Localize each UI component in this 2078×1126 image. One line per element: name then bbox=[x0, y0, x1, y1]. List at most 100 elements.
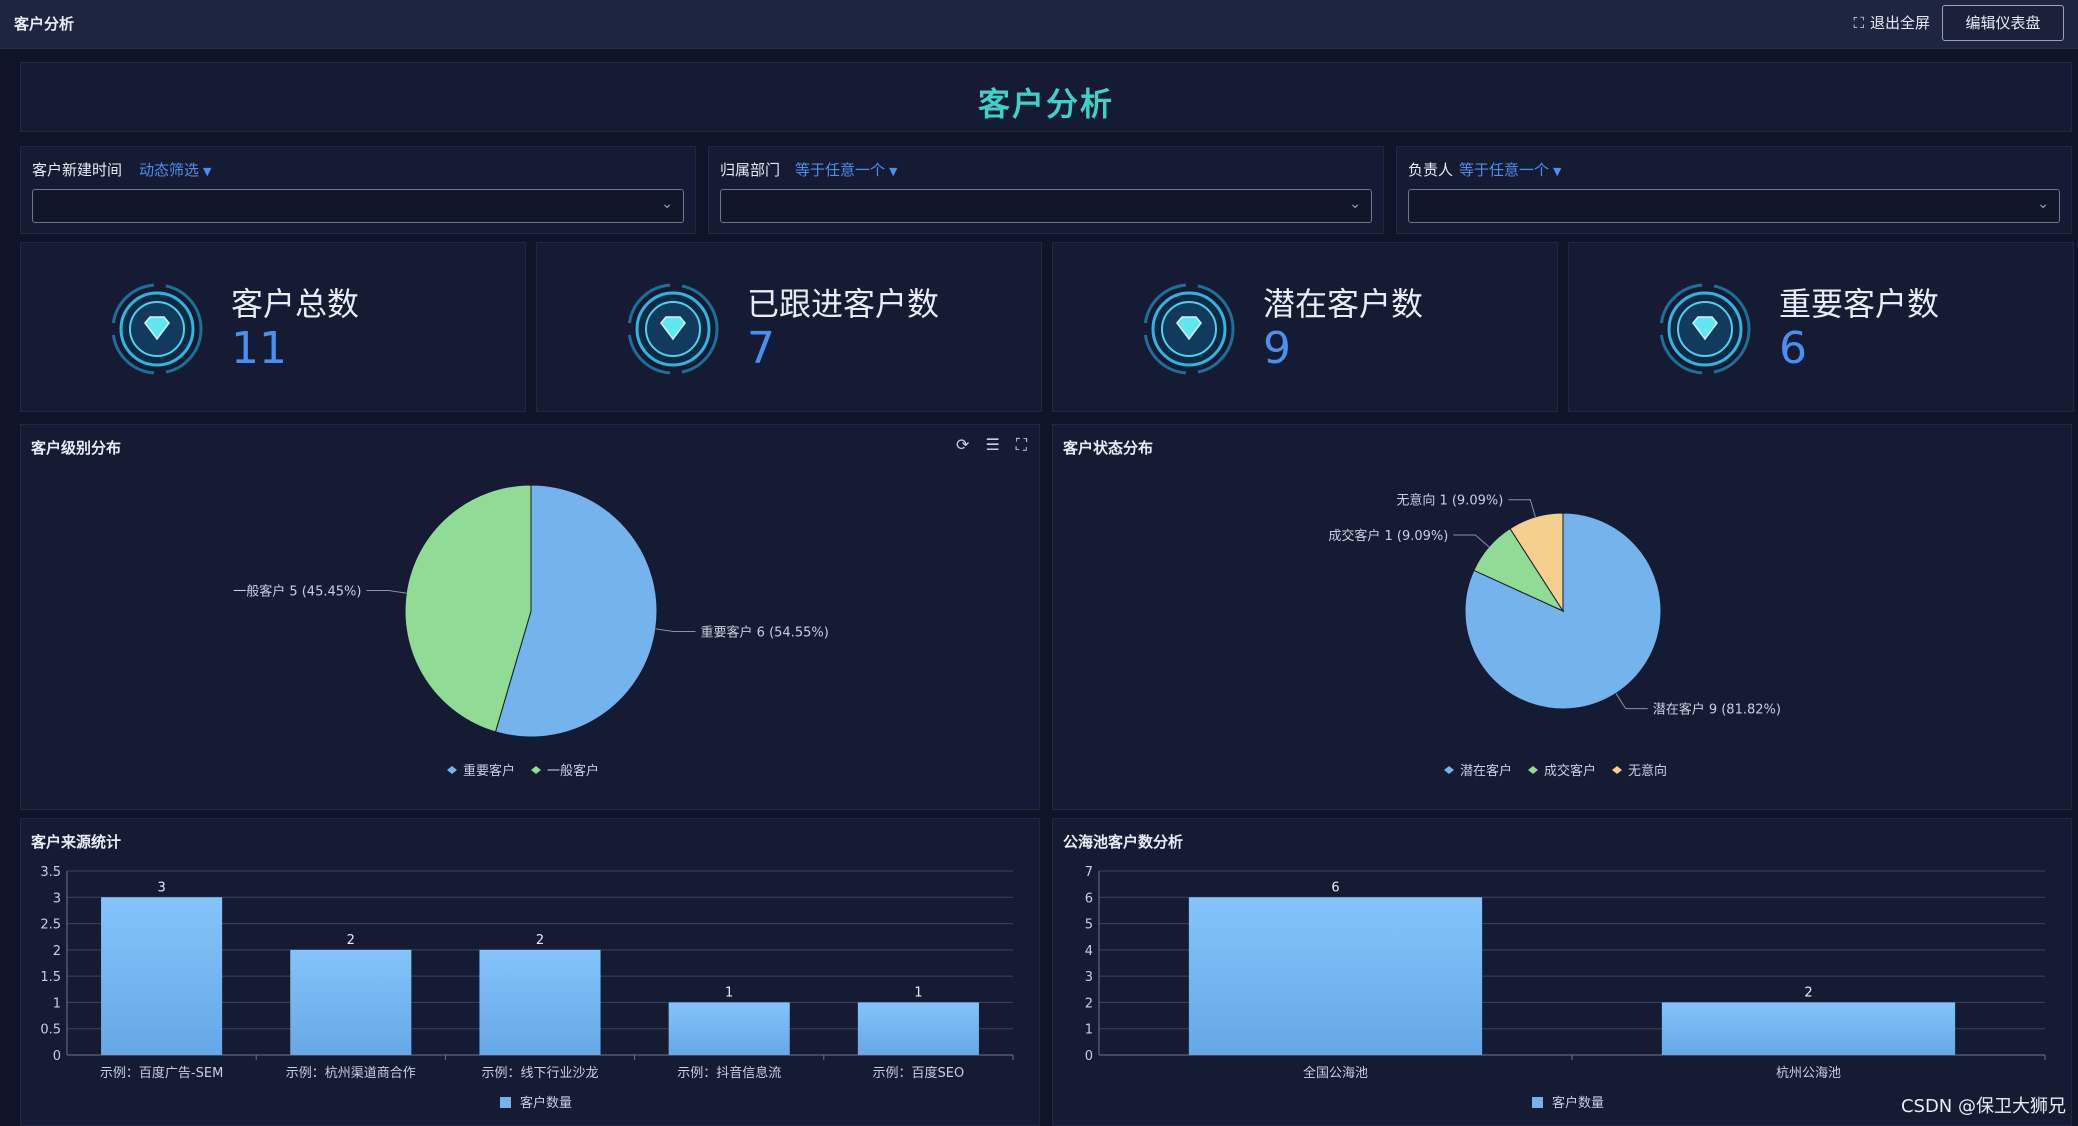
legend-marker bbox=[1532, 1097, 1543, 1108]
y-tick-label: 3 bbox=[1085, 970, 1093, 985]
filter-owner: 负责人 等于任意一个 ▼ ⌄ bbox=[1396, 146, 2072, 234]
y-tick-label: 1 bbox=[1085, 1023, 1093, 1038]
filter-label: 负责人 bbox=[1408, 161, 1454, 179]
dashboard-title: 客户分析 bbox=[977, 85, 1114, 123]
filter-mode-dropdown[interactable]: 等于任意一个 ▼ bbox=[795, 159, 897, 180]
pie-slice bbox=[1509, 512, 1564, 613]
chart-panel-status: 客户状态分布 潜在客户 9 (81.82%) 成交客户 1 (9.09%) 无意向 … bbox=[1052, 424, 2072, 810]
kpi-card-total: 客户总数 11 bbox=[20, 242, 526, 412]
filter-select[interactable]: ⌄ bbox=[1408, 189, 2060, 223]
y-tick-label: 5 bbox=[1085, 918, 1093, 933]
filter-mode-dropdown[interactable]: 动态筛选 ▼ bbox=[139, 159, 211, 180]
diamond-icon bbox=[1659, 283, 1751, 375]
sort-icon[interactable]: ☰ bbox=[985, 435, 1000, 454]
chart-title: 客户级别分布 bbox=[31, 439, 122, 457]
filter-mode-label: 等于任意一个 bbox=[795, 161, 886, 179]
y-tick-label: 2 bbox=[1085, 996, 1093, 1011]
kpi-card-followed: 已跟进客户数 7 bbox=[536, 242, 1042, 412]
exit-fullscreen-button[interactable]: ⛶ 退出全屏 bbox=[1853, 12, 1930, 33]
y-tick-label: 1.5 bbox=[40, 970, 61, 985]
chart-title: 客户状态分布 bbox=[1063, 439, 1154, 457]
bar-chart-source: 0 0.5 1 1.5 2 2.5 3 3.5 3 示例：百度广告-SEM 2 示例：杭州渠道商合作 2… bbox=[40, 865, 1014, 1111]
filter-created-time: 客户新建时间 动态筛选 ▼ ⌄ bbox=[20, 146, 696, 234]
legend-label: 客户数量 bbox=[520, 1095, 572, 1111]
legend-marker bbox=[500, 1097, 511, 1108]
bar bbox=[1188, 897, 1483, 1055]
kpi-value: 9 bbox=[1263, 323, 1291, 374]
kpi-value: 7 bbox=[747, 323, 775, 374]
top-bar: 客户分析 ⛶ 退出全屏 编辑仪表盘 bbox=[0, 0, 2078, 49]
filter-mode-dropdown[interactable]: 等于任意一个 ▼ bbox=[1459, 159, 1561, 180]
y-tick-label: 0 bbox=[1085, 1049, 1093, 1064]
chart-title: 公海池客户数分析 bbox=[1063, 833, 1184, 851]
pie-leader-line bbox=[655, 628, 696, 632]
filter-label: 归属部门 bbox=[720, 161, 781, 179]
dashboard-header: 客户分析 bbox=[20, 62, 2072, 132]
y-tick-label: 3.5 bbox=[40, 865, 61, 880]
diamond-icon bbox=[111, 283, 203, 375]
bar bbox=[857, 1002, 979, 1055]
filter-select[interactable]: ⌄ bbox=[720, 189, 1372, 223]
y-tick-label: 1 bbox=[53, 996, 61, 1011]
kpi-value: 6 bbox=[1779, 323, 1807, 374]
filter-mode-label: 动态筛选 bbox=[139, 161, 200, 179]
chart-panel-pool: 公海池客户数分析 0 1 2 3 4 5 6 7 6 全国公海池 2 杭州公海池 客户数量 bbox=[1052, 818, 2072, 1126]
bar bbox=[101, 897, 223, 1055]
kpi-label: 潜在客户数 bbox=[1263, 285, 1424, 323]
fullscreen-icon[interactable]: ⛶ bbox=[1015, 435, 1027, 454]
kpi-label: 重要客户数 bbox=[1779, 285, 1940, 323]
refresh-icon[interactable]: ⟳ bbox=[956, 435, 970, 454]
pie-slice-label: 潜在客户 9 (81.82%) bbox=[1653, 702, 1781, 718]
bar bbox=[290, 949, 412, 1055]
bar-value-label: 6 bbox=[1331, 880, 1339, 895]
pie-slice bbox=[494, 484, 658, 738]
chart-panel-level: 客户级别分布 ⟳ ☰ ⛶ 重要客户 6 (54.55%) 一般客户 5 (45.4… bbox=[20, 424, 1040, 810]
watermark: CSDN @保卫大狮兄 bbox=[1900, 1096, 2066, 1117]
legend-marker bbox=[1612, 766, 1622, 774]
pie-leader-line bbox=[1453, 534, 1490, 548]
bar bbox=[479, 949, 601, 1055]
chevron-down-icon: ⌄ bbox=[1349, 196, 1361, 212]
bar-value-label: 3 bbox=[157, 880, 165, 895]
bar-value-label: 1 bbox=[914, 985, 922, 1000]
y-tick-label: 6 bbox=[1085, 891, 1093, 906]
chart-title: 客户来源统计 bbox=[31, 833, 122, 851]
filter-select[interactable]: ⌄ bbox=[32, 189, 684, 223]
legend-marker bbox=[1444, 766, 1454, 774]
filter-mode-label: 等于任意一个 bbox=[1459, 161, 1550, 179]
pie-slice-label: 无意向 1 (9.09%) bbox=[1396, 493, 1503, 509]
caret-down-icon: ▼ bbox=[203, 165, 212, 178]
legend-label: 成交客户 bbox=[1544, 763, 1596, 779]
chart-panel-source: 客户来源统计 0 0.5 1 1.5 2 2.5 3 3.5 3 示例：百度广告-SEM 2 示例：杭… bbox=[20, 818, 1040, 1126]
legend-label: 客户数量 bbox=[1552, 1095, 1604, 1111]
x-tick-label: 全国公海池 bbox=[1303, 1065, 1368, 1081]
legend-label: 潜在客户 bbox=[1460, 763, 1512, 779]
filter-label: 客户新建时间 bbox=[32, 161, 123, 179]
diamond-icon bbox=[627, 283, 719, 375]
kpi-label: 客户总数 bbox=[231, 285, 360, 323]
kpi-card-important: 重要客户数 6 bbox=[1568, 242, 2074, 412]
pie-slice-label: 一般客户 5 (45.45%) bbox=[233, 584, 361, 600]
kpi-card-potential: 潜在客户数 9 bbox=[1052, 242, 1558, 412]
chevron-down-icon: ⌄ bbox=[661, 196, 673, 212]
legend-label: 一般客户 bbox=[547, 763, 599, 779]
kpi-value: 11 bbox=[231, 323, 287, 374]
chevron-down-icon: ⌄ bbox=[2037, 196, 2049, 212]
pie-slice-label: 成交客户 1 (9.09%) bbox=[1328, 528, 1448, 544]
pie-slice-label: 重要客户 6 (54.55%) bbox=[701, 624, 829, 640]
bar bbox=[668, 1002, 790, 1055]
x-tick-label: 示例：线下行业沙龙 bbox=[481, 1066, 598, 1081]
pie-leader-line bbox=[1508, 499, 1536, 518]
bar-value-label: 1 bbox=[725, 985, 733, 1000]
x-tick-label: 示例：杭州渠道商合作 bbox=[286, 1066, 416, 1081]
bar-value-label: 2 bbox=[347, 933, 355, 948]
edit-dashboard-button[interactable]: 编辑仪表盘 bbox=[1942, 5, 2064, 41]
y-tick-label: 2 bbox=[53, 944, 61, 959]
x-tick-label: 示例：抖音信息流 bbox=[677, 1065, 781, 1081]
chart-toolbar: ⟳ ☰ ⛶ bbox=[956, 435, 1027, 455]
bar-value-label: 2 bbox=[536, 933, 544, 948]
y-tick-label: 0.5 bbox=[40, 1023, 61, 1038]
bar bbox=[1661, 1002, 1956, 1055]
legend-label: 重要客户 bbox=[463, 763, 515, 779]
